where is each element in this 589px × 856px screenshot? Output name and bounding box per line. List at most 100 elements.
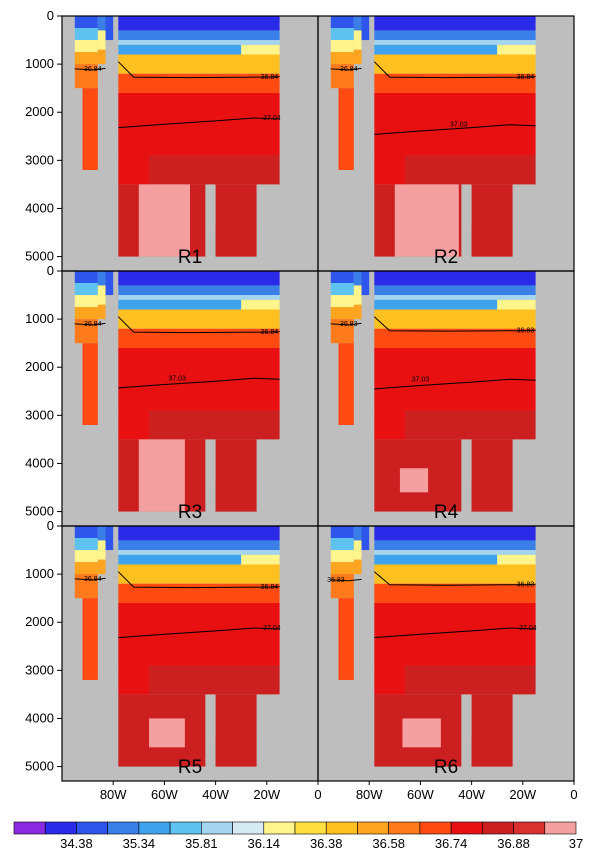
contour-label: 37.04 xyxy=(519,625,537,632)
contour-label: 36.83 xyxy=(340,321,358,328)
panel-frame xyxy=(317,525,575,782)
salinity-cell xyxy=(374,73,536,93)
salinity-cell xyxy=(74,562,98,575)
salinity-cell xyxy=(374,155,406,185)
contour-label: 37.03 xyxy=(450,122,468,129)
intermediate-layer xyxy=(118,309,280,329)
contour-label: 36.84 xyxy=(261,329,279,336)
salinity-cell xyxy=(471,482,513,512)
contour-group: 36.84 36.84 37.04 xyxy=(74,571,281,639)
deep-anomaly xyxy=(394,184,459,257)
salinity-cell xyxy=(97,271,106,286)
gulf-basin-column xyxy=(82,88,98,170)
salinity-cell xyxy=(74,283,98,296)
salinity-cell xyxy=(330,526,354,539)
deep-core xyxy=(118,602,280,666)
contour-line xyxy=(330,67,362,71)
salinity-cell xyxy=(405,665,536,695)
intermediate-layer xyxy=(374,564,536,584)
colorbar-label: 36.74 xyxy=(435,836,468,851)
salinity-cell xyxy=(118,328,280,348)
contour-line xyxy=(330,322,362,326)
contour-label: 36.83 xyxy=(327,577,345,584)
salinity-cell xyxy=(353,30,362,50)
y-tick-label: 2000 xyxy=(25,104,54,119)
salinity-cell xyxy=(353,285,362,305)
colorbar-swatch xyxy=(201,821,233,835)
salinity-cell xyxy=(330,307,354,320)
contour-line xyxy=(373,316,536,332)
salinity-cell xyxy=(118,299,242,310)
panel-r6: 36.83 36.83 37.04 R6 xyxy=(318,526,574,781)
contour-group: 36.83 36.83 37.03 xyxy=(330,316,536,390)
salinity-cell xyxy=(330,295,354,308)
salinity-cell xyxy=(330,538,354,551)
salinity-cell xyxy=(353,526,362,541)
colorbar-swatch xyxy=(419,821,452,835)
colorbar-label: 34.38 xyxy=(60,836,93,851)
colorbar-label: 36.88 xyxy=(497,836,530,851)
contour-label: 37.04 xyxy=(263,625,281,632)
panel-r3: 36.84 36.84 37.03 R3 xyxy=(62,271,318,526)
salinity-cell xyxy=(74,52,98,65)
y-tick-label: 5000 xyxy=(25,504,54,519)
salinity-cell xyxy=(330,271,354,284)
salinity-cell xyxy=(118,540,280,551)
panel-label: R2 xyxy=(434,247,458,268)
salinity-cell xyxy=(353,271,362,286)
contour-label: 36.84 xyxy=(261,74,279,81)
panel-r1: 36.84 36.84 37.04 R1 xyxy=(62,16,318,271)
salinity-cell xyxy=(74,538,98,551)
salinity-cell xyxy=(361,16,370,41)
colorbar-swatch xyxy=(232,821,265,835)
salinity-cell xyxy=(353,16,362,31)
frame-layer xyxy=(61,15,575,782)
surface-layer xyxy=(374,271,536,286)
x-tick-label: 80W xyxy=(356,787,383,802)
salinity-cell xyxy=(97,49,106,65)
intermediate-layer xyxy=(118,54,280,74)
salinity-cell xyxy=(330,52,354,65)
salinity-cell xyxy=(374,30,536,41)
salinity-cell xyxy=(330,283,354,296)
y-tick-label: 2000 xyxy=(25,359,54,374)
colorbar-swatch xyxy=(544,821,577,835)
y-tick-label: 5000 xyxy=(25,249,54,264)
salinity-cell xyxy=(74,16,98,29)
salinity-cell xyxy=(215,227,257,257)
salinity-cell xyxy=(374,44,498,55)
salinity-cell xyxy=(149,665,280,695)
salinity-cell xyxy=(118,665,150,695)
salinity-cell xyxy=(97,540,106,560)
salinity-cell xyxy=(149,410,280,440)
y-tick-label: 0 xyxy=(47,263,54,278)
y-tick-label: 3000 xyxy=(25,662,54,677)
contour-label: 37.04 xyxy=(263,115,281,122)
surface-layer xyxy=(374,16,536,31)
contour-line xyxy=(118,627,280,639)
deep-core xyxy=(374,92,536,156)
salinity-cell xyxy=(374,295,536,300)
y-tick-label: 2000 xyxy=(25,614,54,629)
salinity-cell xyxy=(353,540,362,560)
y-tick-label: 3000 xyxy=(25,407,54,422)
salinity-cell xyxy=(330,28,354,41)
y-tick-label: 4000 xyxy=(25,455,54,470)
salinity-cell xyxy=(74,526,98,539)
gulf-basin-column xyxy=(338,88,354,170)
salinity-cell xyxy=(118,583,280,603)
panel-label: R3 xyxy=(178,502,202,523)
colorbar-label: 36.58 xyxy=(372,836,405,851)
colorbar-layer: 34.38 35.34 35.81 36.14 36.38 36.58 36.74 36.88… xyxy=(13,821,583,851)
panel-r4: 36.83 36.83 37.03 R4 xyxy=(318,271,574,526)
colorbar-swatch xyxy=(138,821,171,835)
y-tick-label: 1000 xyxy=(25,56,54,71)
salinity-cell xyxy=(471,227,513,257)
salinity-cell xyxy=(118,155,150,185)
contour-label: 37.03 xyxy=(168,375,186,382)
salinity-cell xyxy=(97,304,106,320)
contour-line xyxy=(373,571,536,586)
salinity-cell xyxy=(118,285,280,296)
contour-line xyxy=(74,577,106,581)
